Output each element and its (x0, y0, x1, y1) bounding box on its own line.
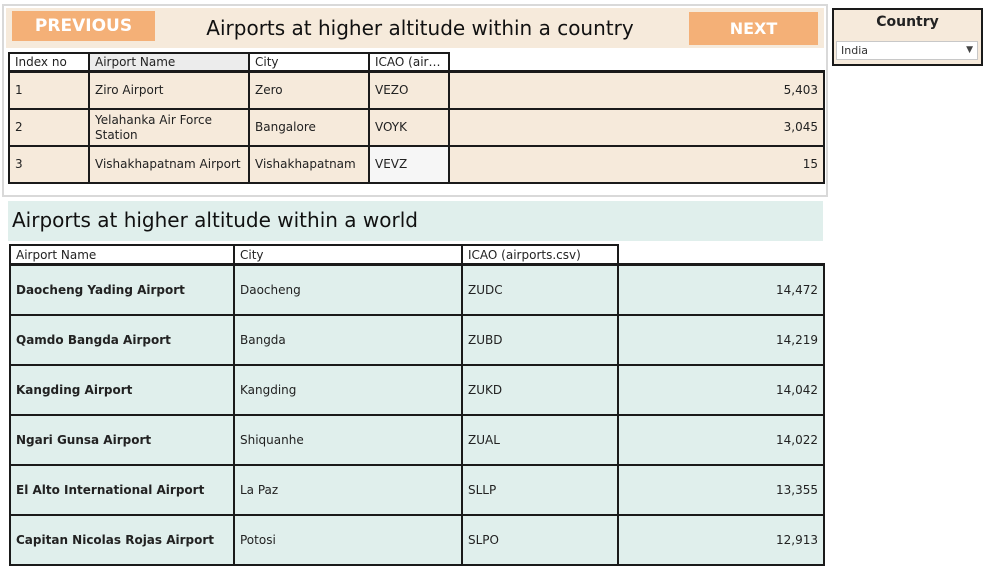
cell-airport-name: Vishakhapatnam Airport (88, 145, 250, 184)
cell-index: 1 (8, 70, 90, 110)
table-header-row: Index no Airport Name City ICAO (airpo.. (8, 52, 824, 73)
table-header-row: Airport Name City ICAO (airports.csv) (9, 244, 824, 266)
cell-city: Daocheng (233, 263, 463, 316)
cell-altitude: 3,045 (448, 108, 825, 147)
dropdown-arrow-icon[interactable]: ▼ (966, 45, 973, 55)
next-button[interactable]: NEXT (689, 12, 818, 45)
cell-airport-name: Ziro Airport (88, 70, 250, 110)
cell-airport-name: Capitan Nicolas Rojas Airport (9, 514, 235, 566)
cell-airport-name: El Alto International Airport (9, 464, 235, 516)
cell-altitude: 13,355 (617, 464, 825, 516)
cell-icao: ZUKD (461, 364, 619, 416)
cell-airport-name: Daocheng Yading Airport (9, 263, 235, 316)
cell-altitude: 14,219 (617, 314, 825, 366)
cell-airport-name: Kangding Airport (9, 364, 235, 416)
country-filter-title: Country (876, 14, 939, 30)
cell-icao: ZUBD (461, 314, 619, 366)
col-header-icao[interactable]: ICAO (airports.csv) (461, 244, 619, 266)
table-row[interactable]: 2 Yelahanka Air Force Station Bangalore … (8, 108, 825, 147)
cell-index: 3 (8, 145, 90, 184)
table-row[interactable]: Daocheng Yading Airport Daocheng ZUDC 14… (9, 263, 825, 316)
country-select[interactable]: India ▼ (836, 41, 978, 60)
cell-icao: VEVZ (368, 145, 450, 184)
cell-altitude: 14,022 (617, 414, 825, 466)
table-row[interactable]: Capitan Nicolas Rojas Airport Potosi SLP… (9, 514, 825, 566)
cell-icao: SLPO (461, 514, 619, 566)
cell-icao: VOYK (368, 108, 450, 147)
world-title-band (8, 201, 823, 241)
world-title: Airports at higher altitude within a wor… (12, 208, 418, 232)
cell-index: 2 (8, 108, 90, 147)
world-airports-table: Airport Name City ICAO (airports.csv) Da… (9, 244, 825, 566)
table-row[interactable]: Qamdo Bangda Airport Bangda ZUBD 14,219 (9, 314, 825, 366)
cell-altitude: 5,403 (448, 70, 825, 110)
cell-city: Bangda (233, 314, 463, 366)
cell-altitude: 14,472 (617, 263, 825, 316)
country-title: Airports at higher altitude within a cou… (206, 16, 634, 40)
table-row[interactable]: 3 Vishakhapatnam Airport Vishakhapatnam … (8, 145, 825, 184)
cell-city: Shiquanhe (233, 414, 463, 466)
col-header-altitude (617, 245, 824, 266)
cell-icao: ZUAL (461, 414, 619, 466)
country-select-value: India (841, 44, 868, 57)
cell-city: Potosi (233, 514, 463, 566)
col-header-altitude (448, 53, 824, 73)
col-header-index[interactable]: Index no (8, 52, 90, 73)
table-row[interactable]: 1 Ziro Airport Zero VEZO 5,403 (8, 70, 825, 110)
cell-icao: ZUDC (461, 263, 619, 316)
cell-altitude: 15 (448, 145, 825, 184)
previous-button[interactable]: PREVIOUS (12, 11, 155, 41)
table-row[interactable]: Kangding Airport Kangding ZUKD 14,042 (9, 364, 825, 416)
col-header-city[interactable]: City (233, 244, 463, 266)
cell-city: La Paz (233, 464, 463, 516)
table-row[interactable]: Ngari Gunsa Airport Shiquanhe ZUAL 14,02… (9, 414, 825, 466)
cell-altitude: 14,042 (617, 364, 825, 416)
col-header-airport-name[interactable]: Airport Name (88, 52, 250, 73)
col-header-icao[interactable]: ICAO (airpo.. (368, 52, 450, 73)
cell-airport-name: Qamdo Bangda Airport (9, 314, 235, 366)
country-airports-table: Index no Airport Name City ICAO (airpo..… (8, 52, 825, 184)
cell-airport-name: Yelahanka Air Force Station (88, 108, 250, 147)
cell-icao: VEZO (368, 70, 450, 110)
col-header-city[interactable]: City (248, 52, 370, 73)
cell-altitude: 12,913 (617, 514, 825, 566)
col-header-airport-name[interactable]: Airport Name (9, 244, 235, 266)
cell-airport-name: Ngari Gunsa Airport (9, 414, 235, 466)
table-row[interactable]: El Alto International Airport La Paz SLL… (9, 464, 825, 516)
cell-city: Kangding (233, 364, 463, 416)
cell-icao: SLLP (461, 464, 619, 516)
cell-city: Vishakhapatnam (248, 145, 370, 184)
cell-city: Bangalore (248, 108, 370, 147)
cell-city: Zero (248, 70, 370, 110)
